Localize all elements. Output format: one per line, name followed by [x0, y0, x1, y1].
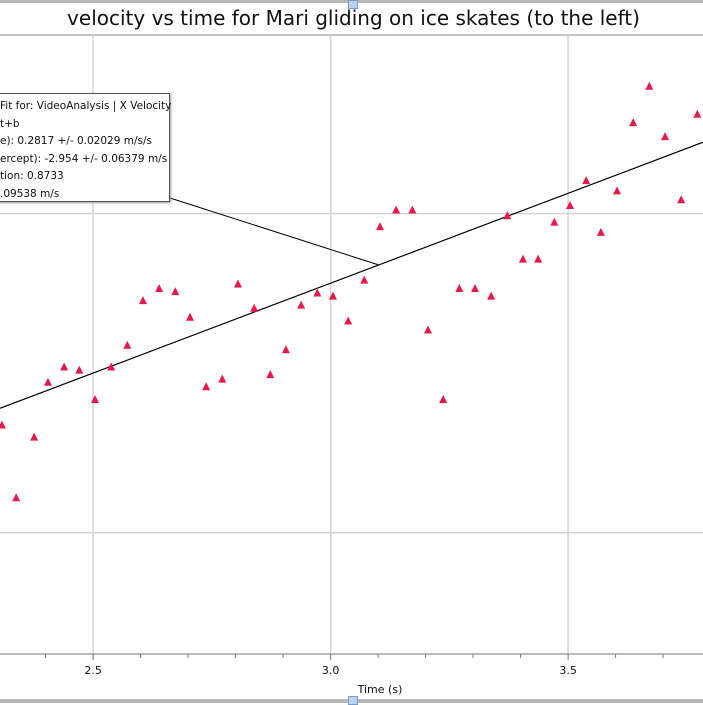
x-tick-label: 3.5 [559, 664, 577, 677]
data-point [661, 132, 669, 141]
fit-line-3: ercept): -2.954 +/- 0.06379 m/s [0, 152, 168, 165]
fit-line-1: t+b [0, 117, 20, 130]
data-point [138, 296, 147, 305]
annotation-connector [169, 197, 379, 266]
data-point [155, 283, 164, 292]
fit-line-5: .09538 m/s [0, 187, 60, 200]
data-point [677, 195, 686, 204]
data-point [250, 303, 259, 312]
fit-line-2: e): 0.2817 +/- 0.02029 m/s/s [0, 135, 152, 148]
data-point [613, 186, 622, 195]
chart-title: velocity vs time for Mari gliding on ice… [67, 6, 640, 30]
data-point [455, 283, 464, 292]
x-axis-label: Time (s) [357, 683, 403, 696]
data-point [550, 217, 559, 226]
data-point [487, 291, 496, 300]
data-point [297, 300, 306, 309]
data-point [218, 374, 227, 383]
data-point [344, 316, 353, 325]
data-point [171, 287, 180, 296]
data-point [439, 395, 448, 404]
data-point [471, 283, 479, 292]
x-tick-label: 2.5 [84, 664, 102, 677]
data-point [408, 205, 417, 214]
data-point [0, 420, 6, 429]
data-point [360, 275, 369, 284]
data-point [91, 395, 99, 404]
top-resize-handle[interactable] [348, 0, 358, 9]
x-tick-label: 3.0 [322, 664, 340, 677]
data-point [313, 288, 322, 297]
fit-line-4: tion: 0.8733 [0, 170, 64, 183]
data-point [186, 312, 194, 321]
data-point [30, 432, 39, 441]
fit-line [0, 141, 703, 409]
data-point [123, 340, 132, 349]
data-point [43, 377, 52, 386]
curve-fit-annotation[interactable]: Fit for: VideoAnalysis | X Velocity t+b … [0, 93, 172, 202]
data-point [392, 205, 401, 214]
data-point [233, 279, 242, 288]
data-point [534, 254, 543, 263]
data-point [266, 370, 275, 379]
fit-line-0: Fit for: VideoAnalysis | X Velocity [0, 100, 172, 112]
data-point [645, 81, 654, 90]
data-point [75, 365, 84, 374]
data-point [423, 325, 432, 334]
data-point [12, 493, 21, 502]
data-point [202, 382, 211, 391]
data-point [376, 222, 384, 231]
data-point [629, 118, 638, 127]
data-point [107, 362, 116, 371]
data-point [60, 362, 69, 371]
data-point [328, 291, 337, 300]
data-point [518, 254, 527, 263]
data-point [596, 227, 605, 236]
data-point [582, 176, 591, 185]
data-point [503, 211, 512, 220]
data-point [281, 345, 290, 354]
data-point [566, 201, 574, 210]
data-point [693, 109, 702, 118]
